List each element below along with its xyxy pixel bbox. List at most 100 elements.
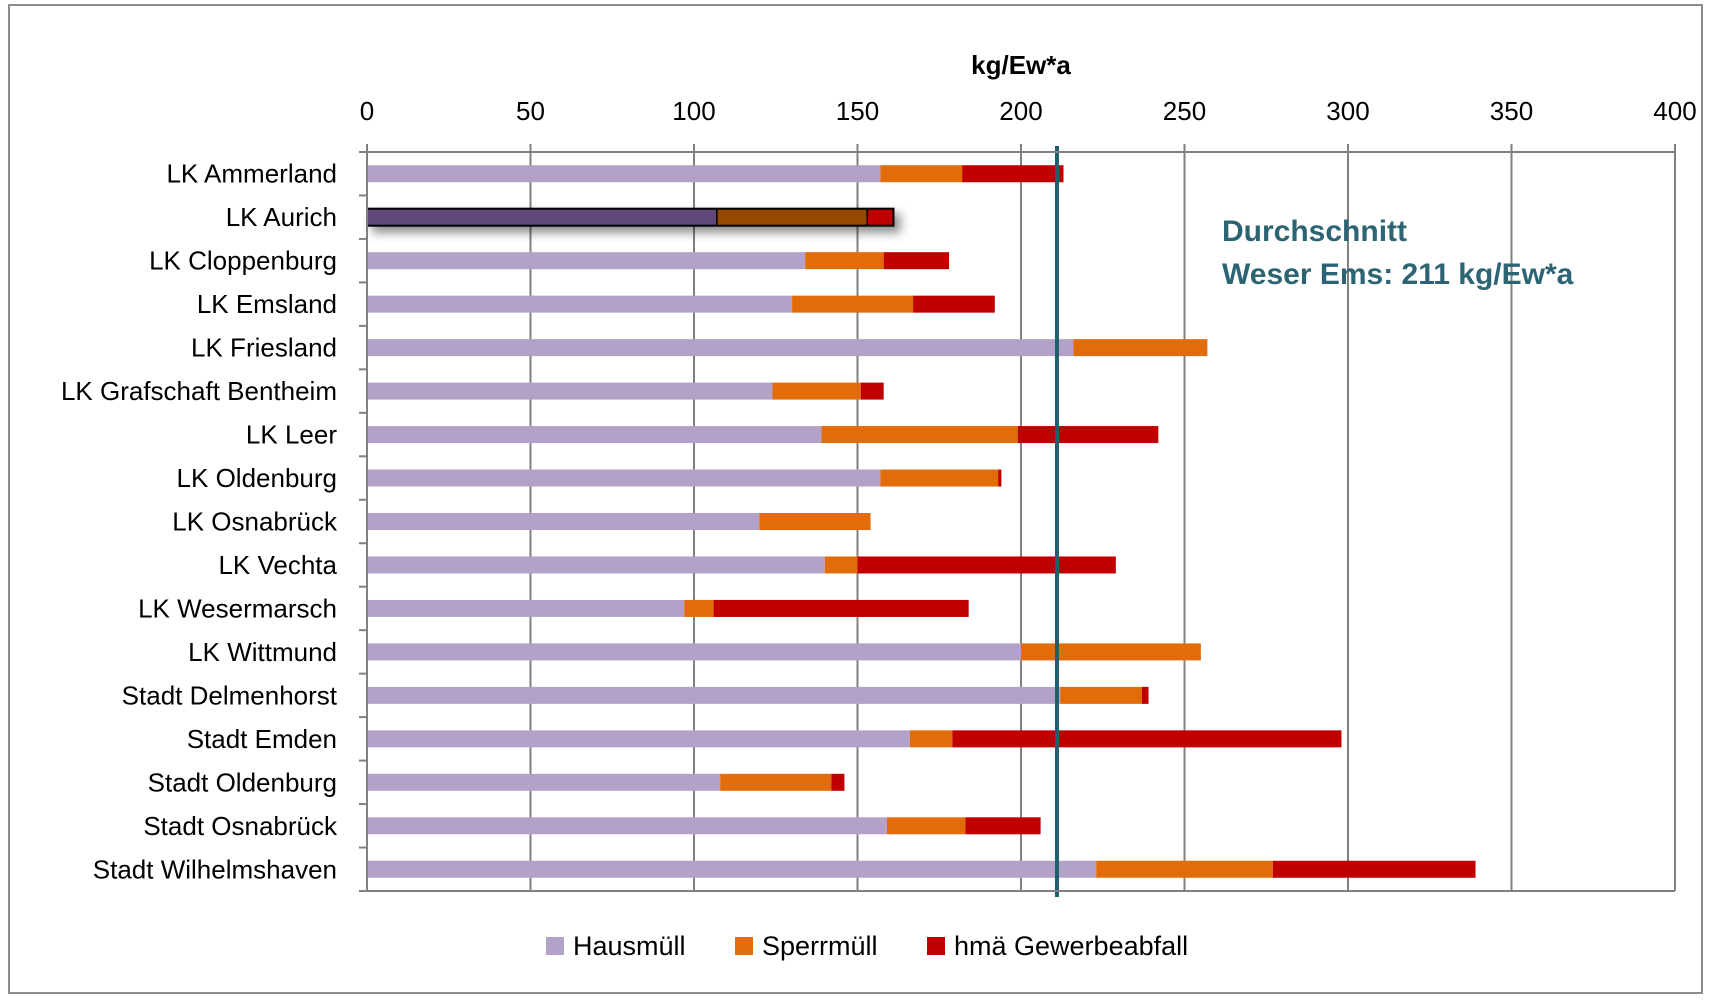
annotation-line-2: Weser Ems: 211 kg/Ew*a bbox=[1222, 258, 1574, 291]
bar-segment bbox=[772, 382, 861, 400]
bar-segment bbox=[367, 382, 773, 400]
legend: Hausmüll Sperrmüll hmä Gewerbeabfall bbox=[546, 931, 1188, 961]
category-label: Stadt Oldenburg bbox=[148, 767, 337, 797]
bar-segment bbox=[1141, 686, 1149, 704]
bar-group bbox=[367, 643, 1201, 661]
bar-segment bbox=[367, 426, 822, 444]
bar-segment bbox=[367, 252, 806, 270]
category-label: LK Ammerland bbox=[166, 159, 337, 189]
bar-segment bbox=[880, 165, 963, 183]
category-label: LK Osnabrück bbox=[172, 507, 338, 537]
bar-segment bbox=[713, 599, 969, 617]
category-label: LK Aurich bbox=[226, 202, 337, 232]
bar-segment bbox=[1017, 426, 1159, 444]
bar-group bbox=[367, 295, 995, 313]
category-label: Stadt Delmenhorst bbox=[122, 680, 338, 710]
legend-label: Hausmüll bbox=[573, 931, 686, 961]
bar-segment bbox=[860, 382, 884, 400]
x-tick-label: 100 bbox=[672, 96, 715, 126]
x-tick-label: 50 bbox=[516, 96, 545, 126]
bar-segment bbox=[367, 730, 910, 748]
category-label: LK Wesermarsch bbox=[138, 593, 337, 623]
category-label: Stadt Emden bbox=[187, 724, 337, 754]
bar-segment bbox=[367, 513, 760, 530]
bar-segment bbox=[913, 295, 995, 313]
bar-segment bbox=[886, 817, 966, 835]
axes bbox=[359, 144, 1676, 892]
legend-swatch bbox=[927, 937, 945, 955]
bar-group bbox=[367, 599, 969, 617]
bar-group bbox=[366, 207, 895, 227]
category-label: LK Grafschaft Bentheim bbox=[61, 376, 337, 406]
bar-segment bbox=[962, 165, 1064, 183]
bar-group bbox=[367, 469, 1002, 487]
category-label: LK Leer bbox=[246, 420, 337, 450]
bars bbox=[366, 146, 1476, 897]
bar-segment bbox=[367, 165, 881, 183]
x-axis-title: kg/Ew*a bbox=[971, 50, 1071, 80]
bar-segment bbox=[792, 295, 914, 313]
bar-group bbox=[367, 686, 1149, 704]
bar-segment bbox=[720, 773, 832, 791]
bar-group bbox=[367, 252, 950, 270]
bar-segment bbox=[857, 556, 1116, 574]
bar-segment bbox=[1073, 339, 1208, 357]
x-tick-label: 350 bbox=[1490, 96, 1533, 126]
category-label: LK Friesland bbox=[191, 333, 337, 363]
bar-segment bbox=[367, 860, 1097, 878]
bar-segment bbox=[367, 295, 793, 313]
bar-segment bbox=[759, 513, 871, 530]
x-tick-label: 150 bbox=[836, 96, 879, 126]
bar-segment bbox=[998, 469, 1002, 487]
annotation-line-1: Durchschnitt bbox=[1222, 215, 1407, 248]
category-label: LK Cloppenburg bbox=[149, 246, 337, 276]
bar-segment bbox=[821, 426, 1018, 444]
bar-segment bbox=[824, 556, 858, 574]
bar-segment bbox=[684, 599, 714, 617]
bar-segment bbox=[367, 773, 721, 791]
bar-segment bbox=[1096, 860, 1273, 878]
bar-group bbox=[367, 860, 1476, 878]
legend-swatch bbox=[735, 937, 753, 955]
bar-group bbox=[367, 339, 1208, 357]
bar-segment bbox=[805, 252, 884, 270]
bar-segment bbox=[1060, 686, 1142, 704]
bar-group bbox=[367, 426, 1159, 444]
bar-segment bbox=[367, 686, 1061, 704]
x-tick-label: 300 bbox=[1326, 96, 1369, 126]
bar-group bbox=[367, 773, 845, 791]
bar-segment bbox=[831, 773, 845, 791]
bar-segment bbox=[883, 252, 950, 270]
bar-group bbox=[367, 556, 1116, 574]
bar-segment bbox=[367, 469, 881, 487]
bar-segment bbox=[367, 599, 685, 617]
category-label: Stadt Wilhelmshaven bbox=[93, 854, 337, 884]
grid-lines bbox=[529, 152, 1676, 891]
bar-segment bbox=[909, 730, 953, 748]
bar-segment bbox=[866, 207, 895, 227]
bar-segment bbox=[367, 339, 1074, 357]
bar-group bbox=[367, 165, 1064, 183]
x-tick-label: 200 bbox=[999, 96, 1042, 126]
category-label: LK Vechta bbox=[218, 550, 337, 580]
bar-segment bbox=[366, 207, 718, 227]
bar-group bbox=[367, 382, 884, 400]
bar-segment bbox=[716, 207, 869, 227]
bar-segment bbox=[965, 817, 1041, 835]
bar-group bbox=[367, 513, 871, 530]
bar-segment bbox=[880, 469, 999, 487]
bar-segment bbox=[367, 817, 887, 835]
category-label: LK Emsland bbox=[197, 289, 337, 319]
bar-group bbox=[367, 730, 1342, 748]
average-annotation: Durchschnitt Weser Ems: 211 kg/Ew*a bbox=[1222, 215, 1574, 291]
x-tick-label: 250 bbox=[1163, 96, 1206, 126]
bar-group bbox=[367, 817, 1041, 835]
category-label: LK Oldenburg bbox=[177, 463, 337, 493]
bar-segment bbox=[1272, 860, 1476, 878]
x-tick-label: 400 bbox=[1653, 96, 1696, 126]
bar-segment bbox=[952, 730, 1342, 748]
category-label: LK Wittmund bbox=[188, 637, 337, 667]
legend-label: hmä Gewerbeabfall bbox=[954, 931, 1188, 961]
bar-segment bbox=[1021, 643, 1201, 661]
